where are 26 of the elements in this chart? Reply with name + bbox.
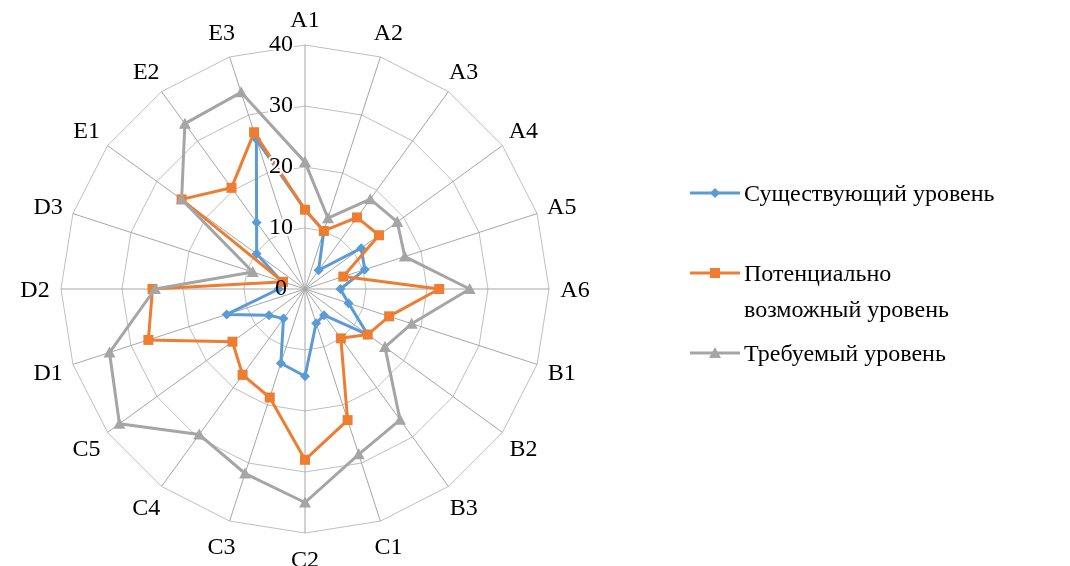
y-tick-label: 10 — [269, 213, 293, 239]
spoke-label: C3 — [207, 532, 236, 559]
legend-label: Требуемый уровень — [744, 340, 946, 366]
spoke-label: E1 — [73, 117, 100, 144]
spoke-label: B2 — [509, 434, 538, 461]
spoke-label: A3 — [449, 57, 479, 84]
spoke-label: A5 — [547, 192, 577, 219]
spoke-label: D2 — [20, 276, 50, 302]
spoke-label: D1 — [33, 359, 63, 386]
spoke-label: D3 — [33, 192, 63, 219]
spoke-label: A1 — [290, 6, 320, 32]
spoke-label: A6 — [560, 276, 590, 302]
spoke-label: C5 — [72, 434, 101, 461]
spoke-label: E2 — [132, 57, 160, 84]
spoke-label: A2 — [373, 19, 404, 46]
spoke-label: A4 — [508, 117, 539, 144]
y-tick-label: 0 — [275, 274, 287, 300]
y-tick-label: 30 — [269, 91, 293, 117]
spoke-label: B3 — [449, 494, 478, 521]
y-tick-label: 40 — [269, 30, 293, 56]
spoke-label: B1 — [547, 359, 576, 386]
spoke-label: C1 — [374, 532, 403, 559]
spoke-label: E3 — [208, 19, 235, 46]
legend-label: Потенциально возможный уровень — [744, 260, 949, 322]
spoke-label: C4 — [132, 494, 161, 521]
legend-label: Существующий уровень — [744, 180, 995, 206]
